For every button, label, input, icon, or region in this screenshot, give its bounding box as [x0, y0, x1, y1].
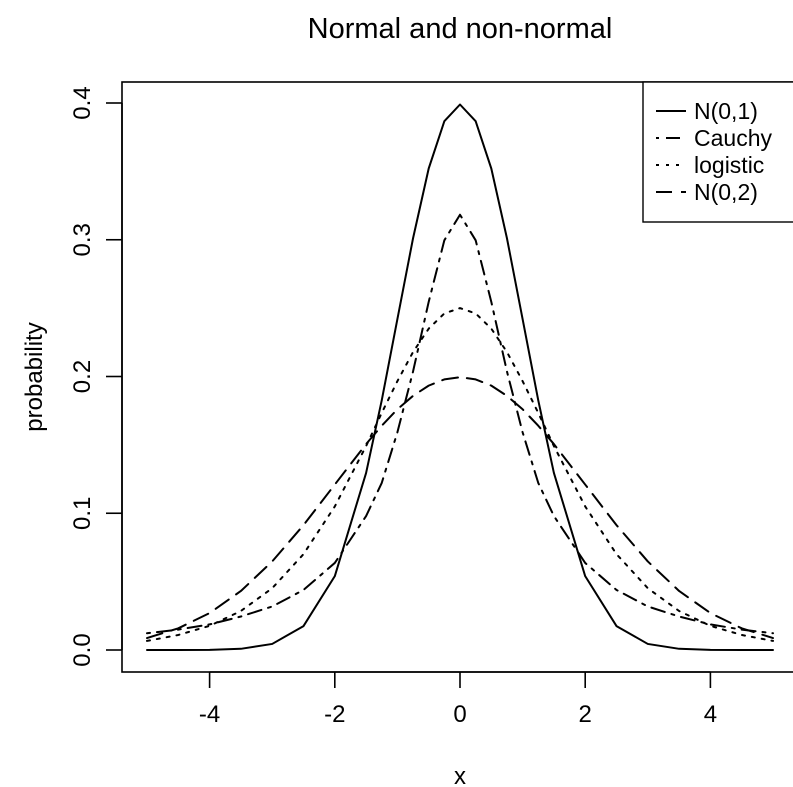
x-axis-label: x	[454, 763, 466, 787]
legend-label: Cauchy	[694, 125, 772, 151]
legend-label: logistic	[694, 152, 764, 178]
y-tick-label: 0.2	[69, 360, 96, 393]
series-line-N(0,2)	[146, 376, 774, 640]
chart-title: Normal and non-normal	[308, 13, 613, 45]
x-tick-label: 4	[704, 701, 717, 728]
x-tick-label: -2	[324, 701, 345, 728]
y-tick-label: 0.1	[69, 497, 96, 530]
legend-label: N(0,1)	[694, 98, 758, 124]
series-line-N(0,1)	[146, 103, 774, 651]
x-tick-label: -4	[199, 701, 220, 728]
y-tick-label: 0.0	[69, 633, 96, 666]
legend-label: N(0,2)	[694, 179, 758, 205]
y-axis-label: probability	[21, 322, 48, 431]
legend-box	[642, 81, 793, 223]
x-tick-label: 2	[579, 701, 592, 728]
y-tick-label: 0.3	[69, 223, 96, 256]
series-line-Cauchy	[146, 213, 774, 635]
y-tick-label: 0.4	[69, 86, 96, 119]
series-line-logistic	[146, 307, 774, 642]
series-layer	[146, 103, 774, 651]
y-axis: 0.0 0.1 0.2 0.3 0.4	[69, 86, 123, 667]
x-tick-label: 0	[453, 701, 466, 728]
x-axis: -4 -2 0 2 4	[199, 671, 717, 728]
